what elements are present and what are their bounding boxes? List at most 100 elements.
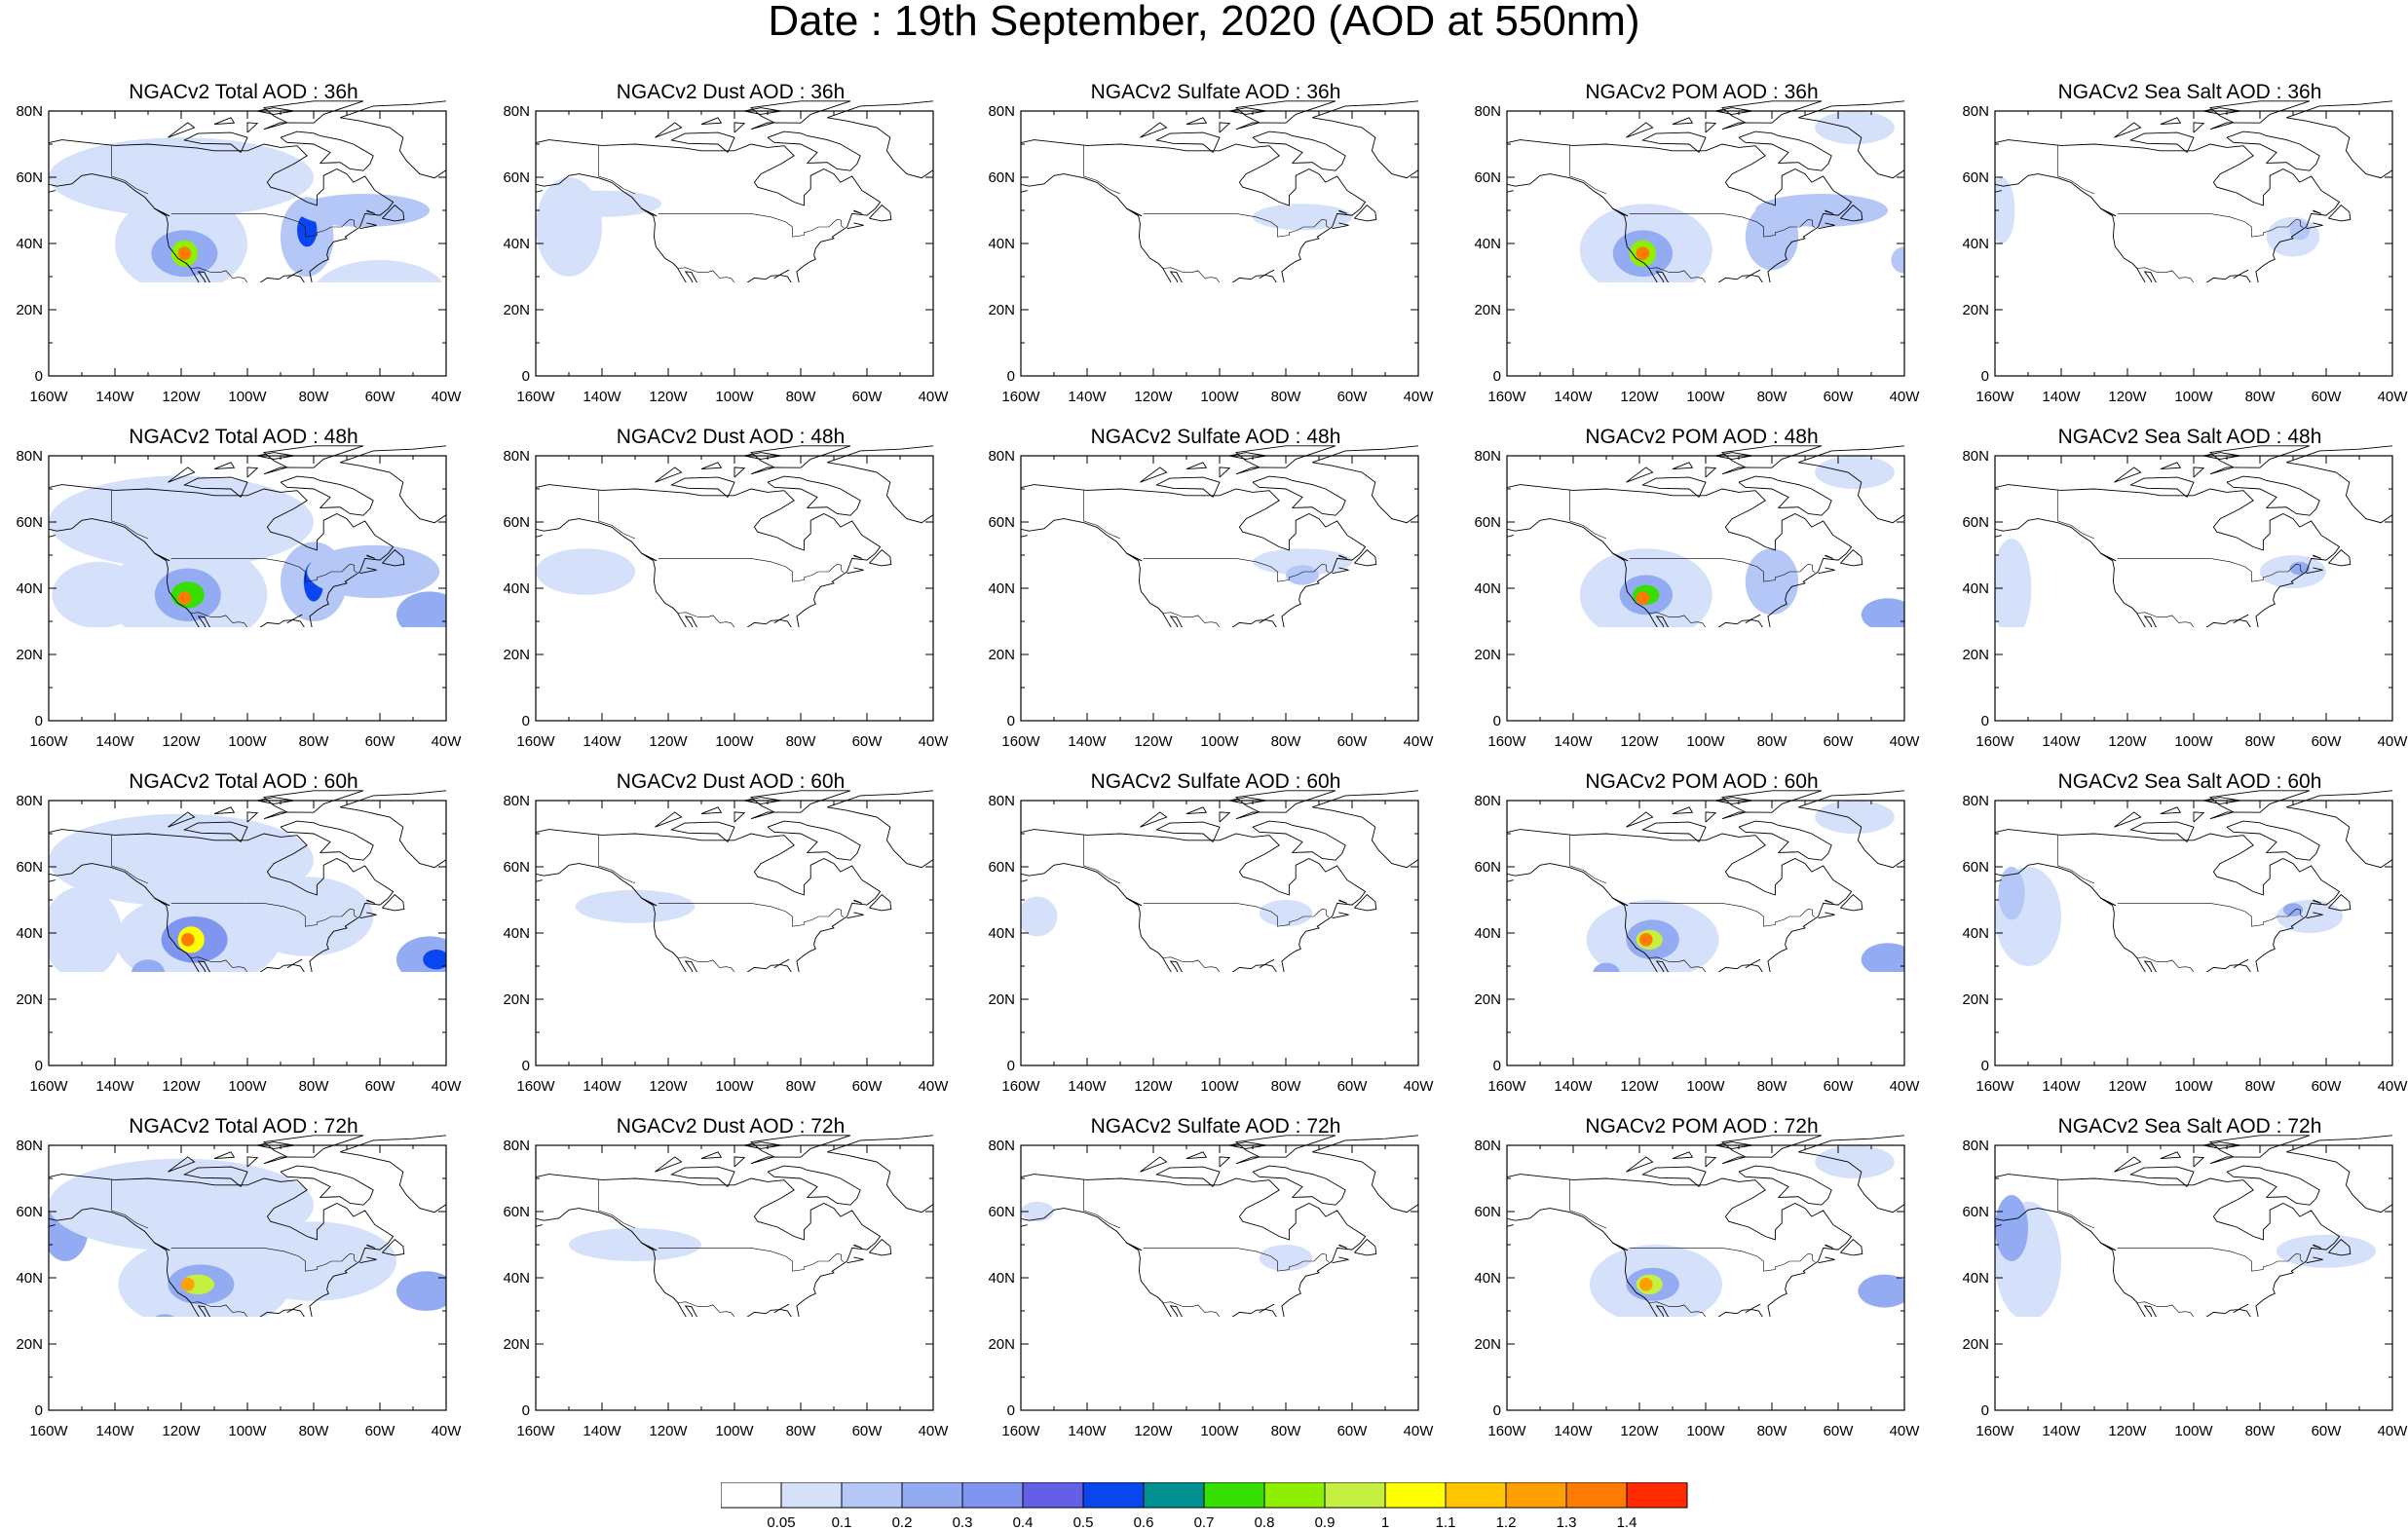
x-tick-label: 160W [516,1423,555,1439]
y-tick-label: 20N [503,302,530,318]
y-tick-label: 20N [16,302,43,318]
y-tick-label: 0 [1007,713,1015,729]
coastline [1778,1005,1785,1007]
map-panel-dust-36h: NGACv2 Dust AOD : 36h 160W 140W 120W 100W 80W… [487,81,974,453]
aod-blob [2002,350,2054,369]
coastline [827,1135,933,1214]
y-tick-label: 80N [988,448,1015,465]
coastline [655,122,683,138]
colorbar-label: 0.8 [1255,1514,1275,1531]
y-tick-label: 20N [16,647,43,663]
x-tick-label: 100W [228,1078,267,1095]
country-boundary [1162,956,1221,972]
x-tick-label: 40W [2378,1423,2408,1439]
map-plot: 160W 140W 120W 100W 80W 60W 40W 0 20N 40N 60N 80N [1962,1135,2408,1439]
x-tick-label: 60W [2312,389,2343,405]
y-tick-label: 20N [1962,647,1989,663]
aod-blob [2028,678,2094,697]
x-tick-label: 140W [583,1078,621,1095]
x-tick-label: 100W [715,1078,754,1095]
coastline [1672,1151,1694,1160]
colorbar-label: 0.05 [767,1514,795,1531]
coastlines [1507,790,1904,1007]
coastline [1354,1238,1377,1256]
coastline [1705,122,1717,133]
coastline [869,893,892,912]
y-tick-label: 60N [1962,859,1989,876]
coastline [168,467,196,483]
country-boundary [2220,1352,2231,1363]
coastline [1745,1303,1761,1314]
coastline [807,1005,813,1007]
country-boundary [1648,956,1707,972]
y-tick-label: 80N [1962,793,1989,809]
coastline [869,1238,892,1256]
x-tick-label: 160W [1001,733,1040,750]
x-tick-label: 40W [2378,389,2408,405]
x-tick-label: 160W [1975,389,2014,405]
map-plot: 160W 140W 120W 100W 80W 60W 40W 0 20N 40N 60N 80N [16,100,462,405]
country-boundary [2117,1248,2304,1272]
y-tick-label: 60N [1962,169,1989,186]
panel-title: NGACv2 Total AOD : 36h [129,81,358,103]
coastline [286,269,303,280]
colorbar-swatch [1022,1482,1084,1509]
y-tick-label: 80N [16,103,43,120]
country-boundary [2117,903,2304,927]
coastline [1720,1135,1823,1165]
aod-field [1253,548,1352,585]
coastline [1815,315,1821,316]
coastline [1338,209,1348,214]
aod-blob [575,889,696,923]
x-tick-label: 40W [1890,389,1921,405]
coastline [2129,821,2195,842]
coastline [280,1165,374,1206]
x-tick-label: 120W [649,733,688,750]
x-tick-label: 60W [852,389,884,405]
aod-blob [181,1278,195,1291]
coastline [1329,1349,1335,1350]
aod-field [1253,204,1352,231]
y-tick-label: 0 [35,368,43,385]
country-boundary [779,684,789,685]
country-boundary [2229,1361,2248,1365]
x-tick-label: 100W [2174,389,2213,405]
x-tick-label: 160W [29,1078,68,1095]
coastline [847,912,864,919]
coastline [1021,1208,1184,1317]
coastline [280,475,374,516]
coastlines [1995,1135,2392,1365]
colorbar-swatch [1384,1482,1447,1509]
coastline [1790,310,1810,316]
coastline [1155,1166,1221,1187]
aod-blob [1995,177,2015,243]
coastline [1641,476,1707,498]
x-tick-label: 140W [2042,1078,2081,1095]
x-tick-label: 40W [1404,1423,1435,1439]
y-tick-label: 40N [1962,236,1989,252]
map-plot: 160W 140W 120W 100W 80W 60W 40W 0 20N 40N 60N 80N [988,1135,1435,1439]
x-tick-label: 80W [1271,733,1302,750]
coastline [1778,1350,1785,1352]
coastline [1995,879,2002,882]
country-boundary [111,490,149,540]
country-boundary [190,1301,248,1317]
coastline [320,1005,326,1007]
aod-field [1995,1195,2376,1317]
country-boundary [170,213,357,238]
coastlines [49,445,446,627]
coastline [827,790,933,869]
coastline [246,122,259,133]
x-tick-label: 60W [2312,1078,2343,1095]
aod-blob [1636,246,1650,261]
coastline [853,554,863,559]
x-tick-label: 100W [715,389,754,405]
coastline [183,131,248,153]
axes: 160W 140W 120W 100W 80W 60W 40W 0 20N 40N 60N 80N [1474,448,1920,750]
coastline [2114,1156,2142,1173]
coastline [1840,204,1863,222]
coastline [1292,660,1298,662]
aod-blob [1815,1145,1895,1178]
colorbar-swatch [1324,1482,1386,1509]
